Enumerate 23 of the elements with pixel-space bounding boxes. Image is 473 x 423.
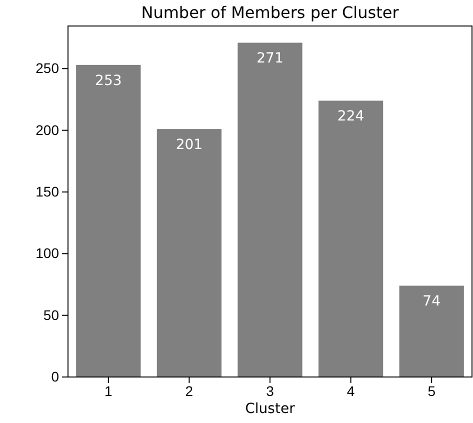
bar <box>238 42 302 377</box>
bar <box>156 129 222 377</box>
y-tick-label: 150 <box>36 183 60 200</box>
x-tick-label: 2 <box>185 382 194 399</box>
y-tick-label: 200 <box>36 122 60 138</box>
y-tick-label: 50 <box>43 306 60 323</box>
data-label: 74 <box>422 294 441 310</box>
y-tick-label: 100 <box>36 245 60 262</box>
x-tick-label: 1 <box>104 382 112 399</box>
data-label: 271 <box>256 50 284 67</box>
bar <box>76 64 141 377</box>
x-tick-label: 4 <box>346 382 355 399</box>
y-tick-label: 0 <box>51 368 60 384</box>
bar <box>318 100 384 377</box>
chart-title: Number of Members per Cluster <box>141 3 400 22</box>
data-label: 224 <box>337 108 364 125</box>
data-label: 201 <box>176 137 203 154</box>
x-axis-title: Cluster <box>245 401 296 417</box>
x-tick-label: 3 <box>266 382 274 399</box>
data-label: 253 <box>95 72 122 89</box>
y-tick-label: 250 <box>36 60 60 76</box>
x-tick-label: 5 <box>428 382 436 399</box>
bar <box>399 286 464 377</box>
